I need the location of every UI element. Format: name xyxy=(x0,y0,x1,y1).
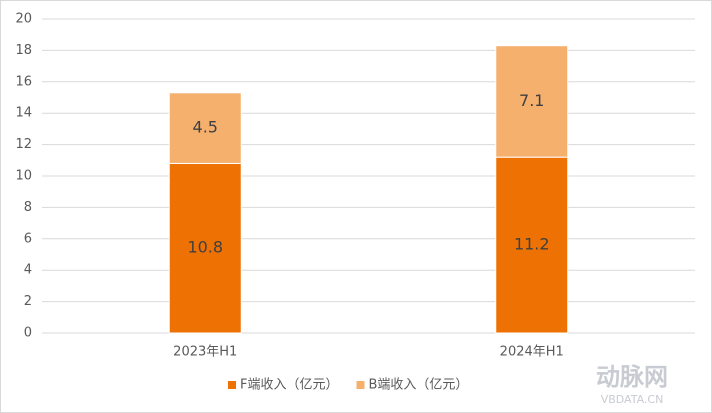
y-tick-label: 0 xyxy=(24,326,32,341)
legend-swatch xyxy=(228,381,236,389)
watermark-logo: 动脉网 xyxy=(596,363,668,391)
y-tick-label: 8 xyxy=(24,200,32,215)
data-label: 7.1 xyxy=(519,91,544,110)
legend-label: B端收入（亿元） xyxy=(368,378,468,393)
y-tick-label: 14 xyxy=(15,106,32,121)
data-label: 10.8 xyxy=(187,238,223,257)
bar-segment xyxy=(168,92,242,164)
y-tick-label: 16 xyxy=(15,74,32,89)
legend-label: F端收入（亿元） xyxy=(240,378,338,393)
y-tick-label: 12 xyxy=(15,137,32,152)
y-tick-label: 10 xyxy=(15,169,32,184)
watermark-url: VBDATA.CN xyxy=(601,393,664,406)
y-tick-label: 4 xyxy=(24,263,32,278)
bar-segment xyxy=(168,162,242,334)
data-label: 11.2 xyxy=(514,235,550,254)
bar-segment xyxy=(495,156,569,334)
x-tick-label: 2024年H1 xyxy=(500,345,564,360)
data-label: 4.5 xyxy=(193,118,218,137)
x-tick-label: 2023年H1 xyxy=(173,345,237,360)
y-tick-label: 18 xyxy=(15,43,32,58)
y-tick-label: 2 xyxy=(24,294,32,309)
y-tick-label: 6 xyxy=(24,231,32,246)
bar-segment xyxy=(495,45,569,158)
legend-swatch xyxy=(356,381,365,389)
y-tick-label: 20 xyxy=(15,12,32,27)
